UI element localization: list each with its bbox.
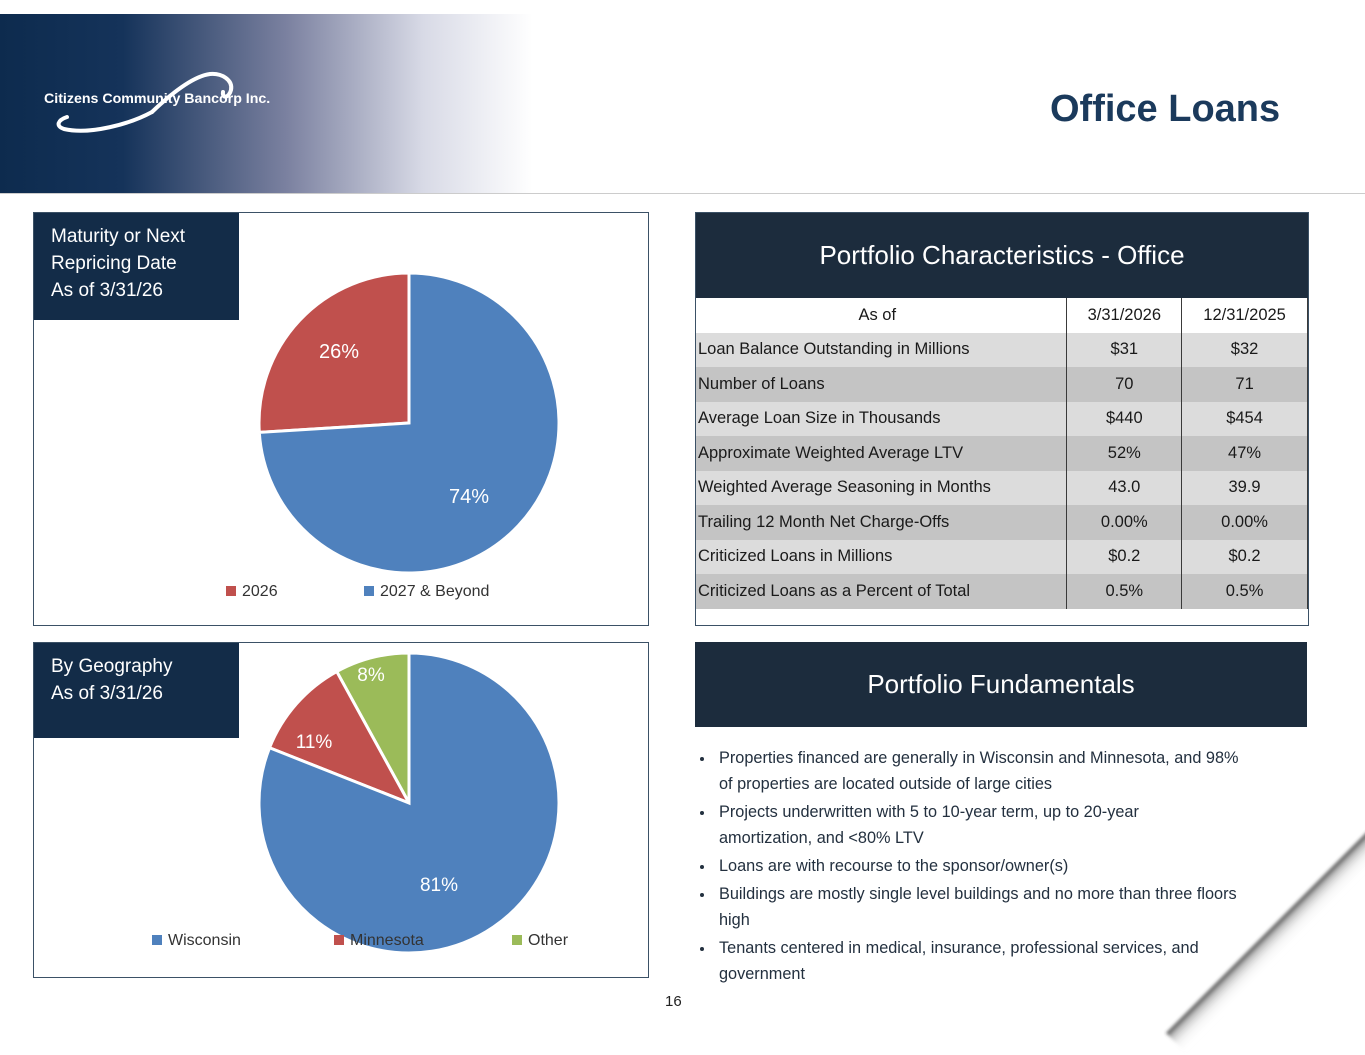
svg-text:26%: 26%	[319, 341, 359, 363]
svg-text:Wisconsin: Wisconsin	[168, 932, 241, 949]
svg-text:Other: Other	[528, 932, 569, 949]
svg-text:Minnesota: Minnesota	[350, 932, 424, 949]
svg-text:81%: 81%	[420, 875, 458, 896]
svg-text:2027 & Beyond: 2027 & Beyond	[380, 583, 489, 600]
svg-text:2026: 2026	[242, 583, 278, 600]
svg-text:8%: 8%	[357, 665, 385, 686]
svg-text:74%: 74%	[449, 486, 489, 508]
svg-text:11%: 11%	[296, 732, 333, 753]
